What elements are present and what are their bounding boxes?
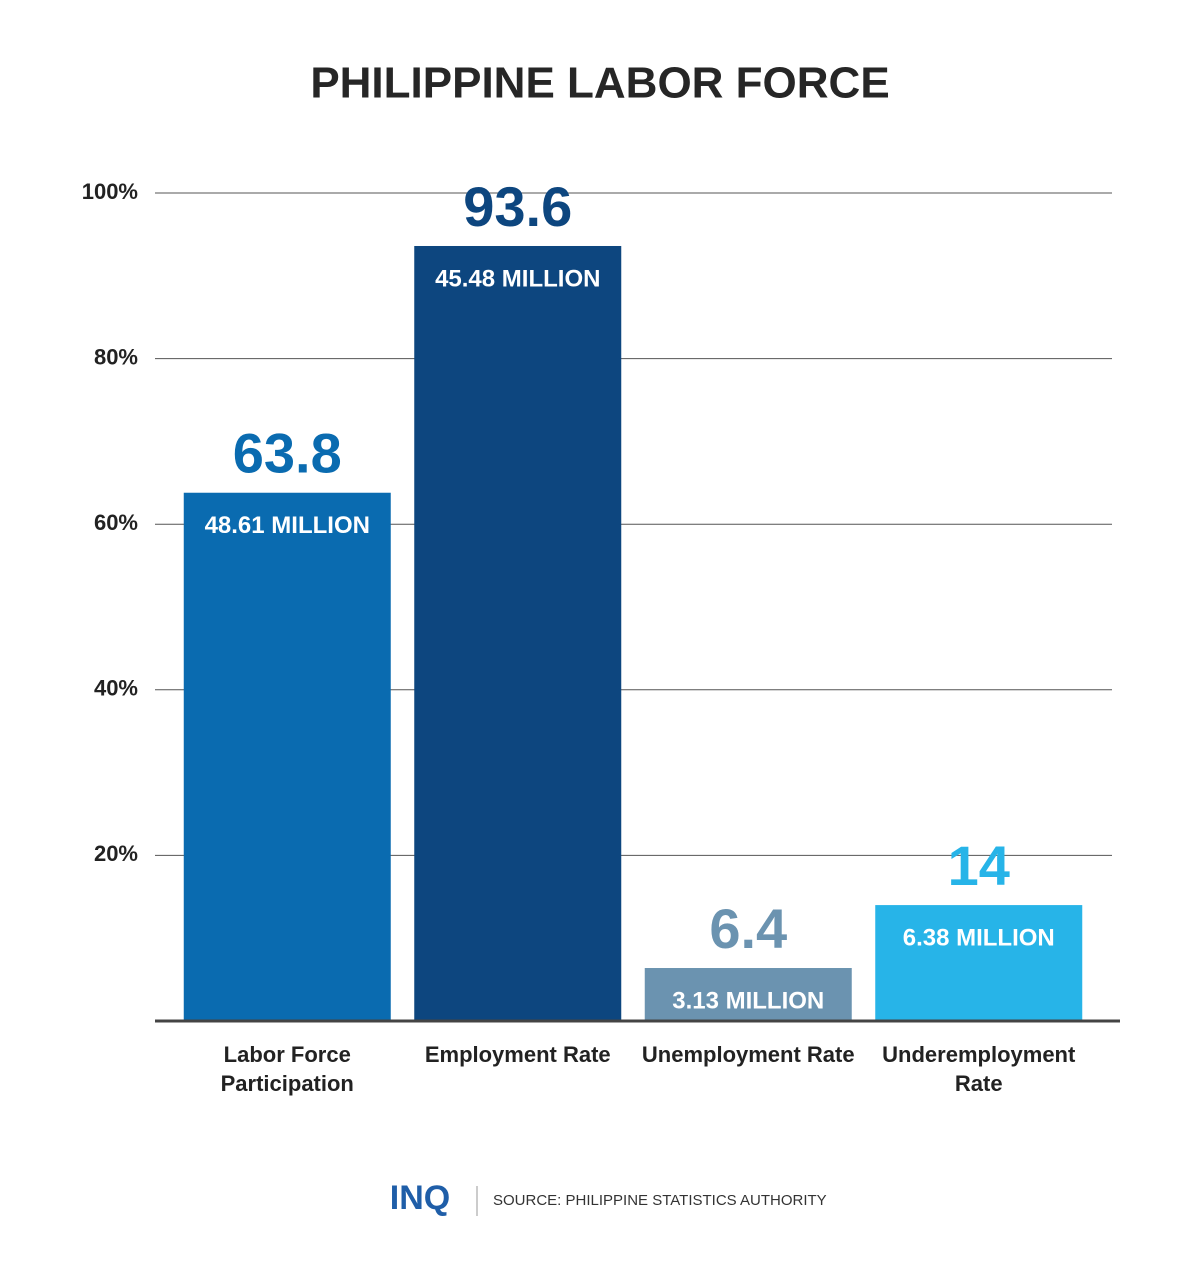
value-label: 93.6 [463,175,572,238]
annotation: 45.48 MILLION [435,265,600,292]
bar [875,905,1083,1021]
annotation: 48.61 MILLION [205,512,370,539]
y-tick-label: 60% [94,510,138,535]
x-tick-label: Labor Force Participation [220,1042,354,1096]
value-label: 63.8 [233,422,342,485]
x-tick-label: Employment Rate [424,1042,611,1067]
annotation: 6.38 MILLION [903,924,1055,951]
y-tick-label: 80% [94,344,138,369]
value-label: 14 [948,834,1010,897]
value-label: 6.4 [709,897,787,960]
y-tick-label: 100% [82,179,138,204]
annotation: 3.13 MILLION [672,987,824,1014]
bar [183,492,391,1022]
y-tick-label: 40% [94,676,138,701]
x-tick-label: Underemployment Rate [882,1042,1076,1096]
bar [414,245,622,1021]
x-tick-label: Unemployment Rate [641,1042,855,1067]
source: SOURCE: PHILIPPINE STATISTICS AUTHORITY [493,1192,827,1209]
bar [644,968,852,1021]
y-tick-label: 20% [94,841,138,866]
logo: INQ [390,1179,450,1217]
chart-title: PHILIPPINE LABOR FORCE [310,59,889,108]
